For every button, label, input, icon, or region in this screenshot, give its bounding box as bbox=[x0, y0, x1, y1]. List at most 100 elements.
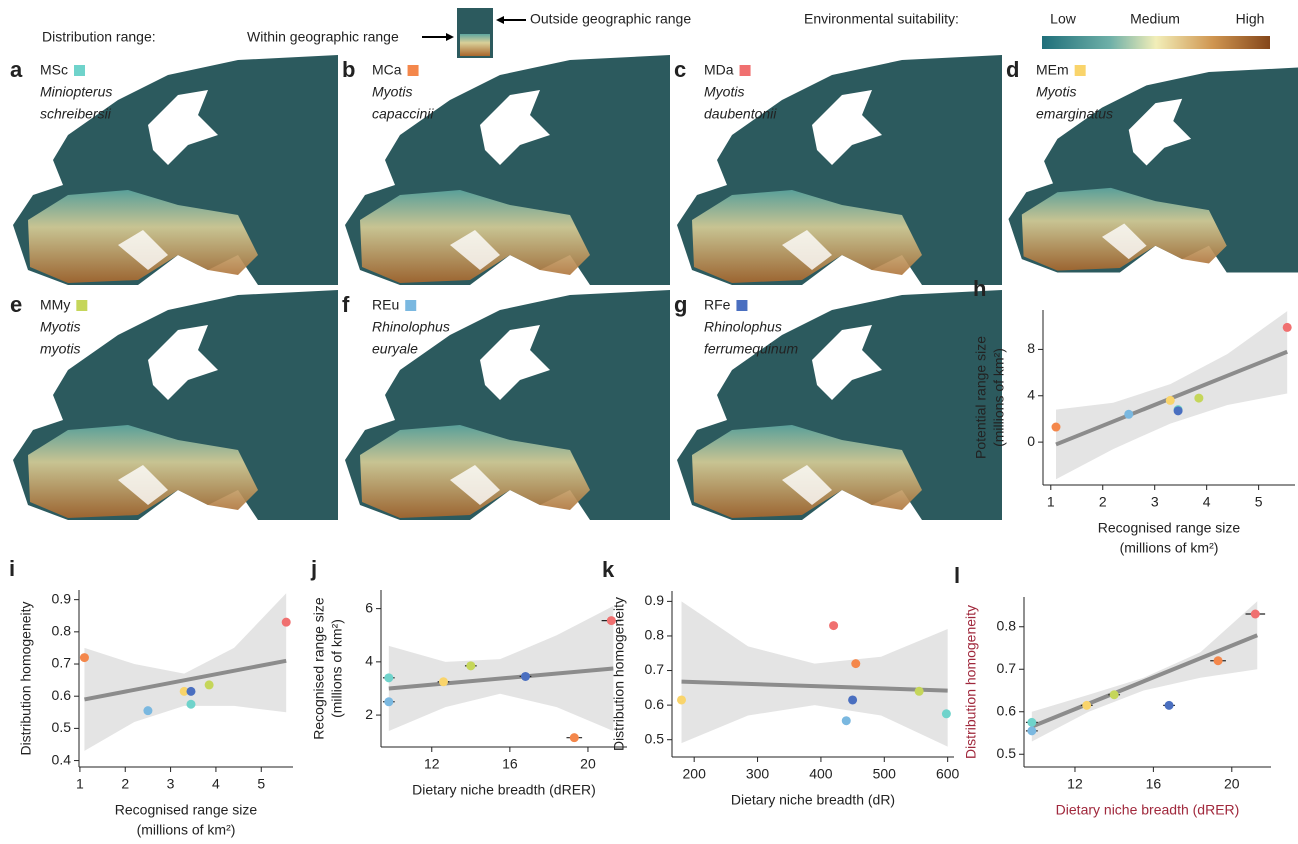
point bbox=[1173, 406, 1183, 416]
species-code: RFe bbox=[704, 297, 731, 313]
species-name: Myotis bbox=[40, 319, 80, 335]
y-tick-label: 0.6 bbox=[645, 696, 665, 712]
colorbar bbox=[1042, 36, 1270, 49]
y-tick-label: 4 bbox=[365, 653, 373, 669]
species-code: MDa bbox=[704, 62, 734, 78]
y-tick-label: 0.8 bbox=[645, 627, 665, 643]
x-tick-label: 600 bbox=[936, 766, 960, 782]
confidence-band bbox=[1031, 601, 1258, 742]
x-tick-label: 3 bbox=[167, 776, 175, 792]
point bbox=[1027, 726, 1037, 736]
y-tick-label: 0.8 bbox=[52, 623, 72, 639]
x-axis-label: Dietary niche breadth (dRER) bbox=[412, 782, 596, 798]
x-tick-label: 2 bbox=[121, 776, 129, 792]
x-tick-label: 1 bbox=[76, 776, 84, 792]
y-tick-label: 0.6 bbox=[997, 702, 1017, 718]
panel-letter: l bbox=[954, 563, 960, 588]
legend-text: Distribution range: bbox=[42, 29, 156, 45]
point bbox=[606, 616, 616, 626]
species-swatch bbox=[739, 65, 751, 76]
y-tick-label: 0 bbox=[1027, 433, 1035, 449]
point bbox=[914, 686, 924, 696]
point bbox=[466, 661, 476, 671]
point bbox=[204, 680, 214, 690]
y-tick-label: 0.5 bbox=[52, 719, 72, 735]
y-tick-label: 0.5 bbox=[645, 730, 665, 746]
species-code: MEm bbox=[1036, 62, 1069, 78]
point bbox=[1165, 395, 1175, 405]
x-tick-label: 500 bbox=[873, 766, 897, 782]
y-tick-label: 0.4 bbox=[52, 751, 72, 767]
species-swatch bbox=[1074, 65, 1086, 76]
species-name: ferrumequinum bbox=[704, 341, 798, 357]
x-tick-label: 16 bbox=[502, 756, 518, 772]
species-swatch bbox=[736, 300, 748, 311]
x-tick-label: 4 bbox=[212, 776, 220, 792]
species-name: daubentonii bbox=[704, 106, 777, 122]
point bbox=[438, 677, 448, 687]
x-tick-label: 20 bbox=[580, 756, 596, 772]
species-name: Myotis bbox=[704, 84, 744, 100]
y-axis-label: Distribution homogeneity bbox=[611, 597, 627, 751]
confidence-band bbox=[1055, 311, 1288, 480]
y-axis-label: Distribution homogeneity bbox=[963, 605, 979, 759]
x-tick-label: 16 bbox=[1146, 776, 1162, 792]
species-swatch bbox=[76, 300, 88, 311]
species-name: Myotis bbox=[1036, 84, 1076, 100]
x-tick-label: 12 bbox=[424, 756, 440, 772]
x-tick-label: 20 bbox=[1224, 776, 1240, 792]
y-tick-label: 2 bbox=[365, 706, 373, 722]
panel-letter: e bbox=[10, 292, 22, 317]
point bbox=[851, 659, 861, 669]
y-axis-label: Distribution homogeneity bbox=[18, 601, 34, 755]
y-tick-label: 0.8 bbox=[997, 617, 1017, 633]
fit-line bbox=[388, 666, 614, 691]
species-name: euryale bbox=[372, 341, 418, 357]
species-name: Rhinolophus bbox=[372, 319, 450, 335]
point bbox=[841, 716, 851, 726]
point bbox=[1051, 422, 1061, 432]
x-tick-label: 5 bbox=[1255, 494, 1263, 510]
y-tick-label: 0.7 bbox=[645, 661, 665, 677]
y-tick-label: 4 bbox=[1027, 386, 1035, 402]
species-code: MMy bbox=[40, 297, 70, 313]
legend-text: Outside geographic range bbox=[530, 11, 691, 27]
point bbox=[569, 733, 579, 743]
y-tick-label: 0.6 bbox=[52, 687, 72, 703]
point bbox=[186, 699, 196, 709]
species-name: Myotis bbox=[372, 84, 412, 100]
legend-text: Medium bbox=[1130, 11, 1180, 27]
species-code: MSc bbox=[40, 62, 68, 78]
point bbox=[384, 697, 394, 707]
panel-letter: c bbox=[674, 57, 686, 82]
point bbox=[1164, 700, 1174, 710]
panel-letter: g bbox=[674, 292, 687, 317]
x-axis-label: Dietary niche breadth (dRER) bbox=[1056, 802, 1240, 818]
panel-letter: k bbox=[602, 557, 615, 582]
legend-text: Environmental suitability: bbox=[804, 11, 959, 27]
species-name: schreibersii bbox=[40, 106, 112, 122]
y-axis-label: (millions of km²) bbox=[329, 619, 345, 718]
species-swatch bbox=[407, 65, 419, 76]
arrow-head bbox=[496, 16, 504, 24]
species-name: emarginatus bbox=[1036, 106, 1113, 122]
confidence-band bbox=[84, 593, 287, 751]
x-tick-label: 4 bbox=[1203, 494, 1211, 510]
y-axis-label: Potential range size bbox=[973, 336, 989, 459]
species-code: MCa bbox=[372, 62, 402, 78]
y-axis-label: Recognised range size bbox=[311, 597, 327, 740]
panel-letter: h bbox=[973, 276, 986, 301]
point bbox=[1194, 393, 1204, 403]
confidence-band bbox=[388, 605, 614, 732]
x-tick-label: 400 bbox=[809, 766, 833, 782]
x-axis-label: (millions of km²) bbox=[1120, 540, 1219, 556]
panel-letter: b bbox=[342, 57, 355, 82]
y-tick-label: 0.5 bbox=[997, 745, 1017, 761]
legend: Distribution range: Within geographic ra… bbox=[42, 8, 1270, 58]
y-tick-label: 0.9 bbox=[645, 592, 665, 608]
fit-line bbox=[84, 658, 287, 702]
x-axis-label: Recognised range size bbox=[1098, 520, 1241, 536]
y-tick-label: 0.7 bbox=[52, 655, 72, 671]
y-axis-label: (millions of km²) bbox=[991, 348, 1007, 447]
